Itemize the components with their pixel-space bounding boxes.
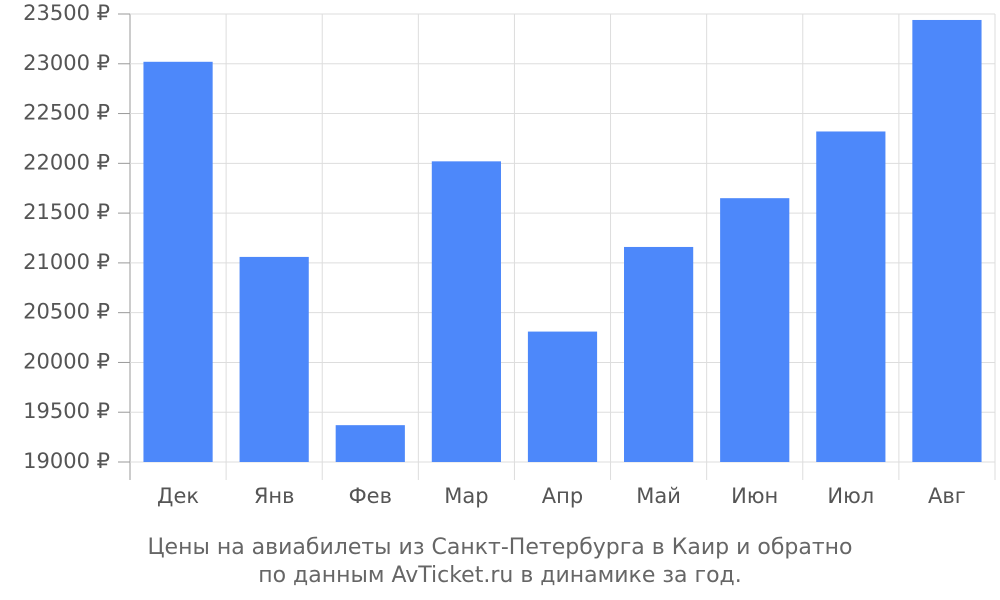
- y-tick-label: 21500 ₽: [23, 200, 110, 224]
- bar: [239, 256, 309, 462]
- bar: [431, 161, 501, 462]
- y-tick-label: 23000 ₽: [23, 51, 110, 75]
- bar: [912, 19, 982, 463]
- y-tick-label: 19000 ₽: [23, 449, 110, 473]
- bar: [720, 198, 790, 462]
- bar: [527, 331, 598, 462]
- bar: [143, 61, 213, 462]
- y-tick-label: 20500 ₽: [23, 300, 110, 324]
- y-tick-label: 21000 ₽: [23, 250, 110, 274]
- y-tick-label: 22000 ₽: [23, 150, 110, 174]
- x-tick-label: Июн: [731, 484, 778, 508]
- x-tick-label: Апр: [542, 484, 583, 508]
- y-tick-label: 19500 ₽: [23, 399, 110, 423]
- x-tick-label: Июл: [827, 484, 874, 508]
- caption-line: по данным AvTicket.ru в динамике за год.: [258, 563, 742, 588]
- y-tick-label: 20000 ₽: [23, 349, 110, 373]
- x-tick-label: Фев: [349, 484, 392, 508]
- x-tick-label: Дек: [157, 484, 199, 508]
- y-tick-label: 22500 ₽: [23, 101, 110, 125]
- x-tick-label: Май: [636, 484, 681, 508]
- x-tick-label: Янв: [254, 484, 295, 508]
- caption-line: Цены на авиабилеты из Санкт-Петербурга в…: [147, 535, 852, 560]
- bar: [335, 425, 405, 462]
- x-tick-label: Мар: [444, 484, 488, 508]
- x-tick-label: Авг: [928, 484, 966, 508]
- bar: [816, 131, 886, 462]
- y-tick-label: 23500 ₽: [23, 1, 110, 25]
- bar: [624, 246, 694, 462]
